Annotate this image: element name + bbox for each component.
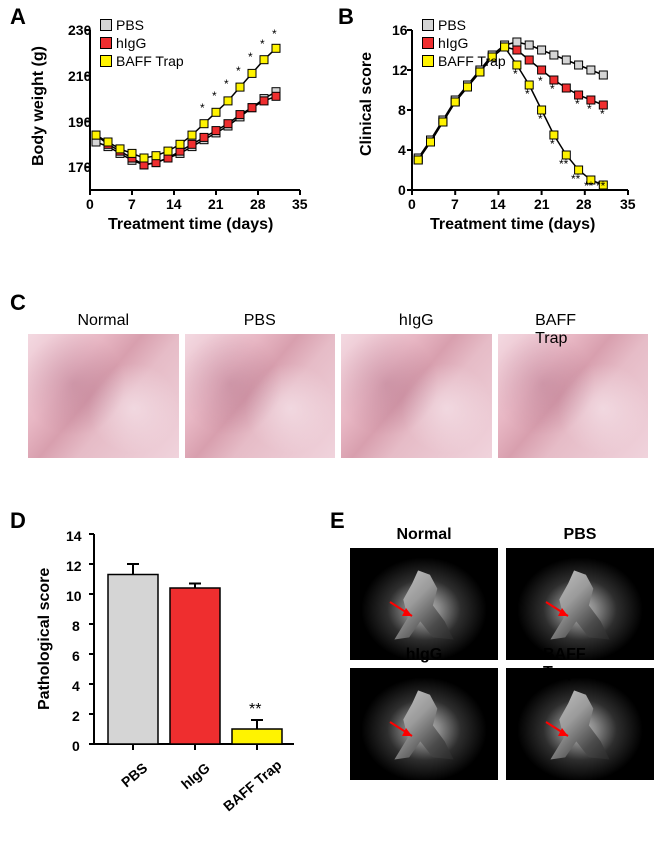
xtick: 28 (250, 196, 266, 212)
ylabel-b: Clinical score (358, 52, 376, 156)
svg-text:*: * (525, 87, 530, 101)
svg-text:**: ** (596, 179, 606, 193)
xlabel-b: Treatment time (days) (430, 216, 595, 234)
legend-label: BAFF Trap (438, 53, 506, 69)
panel-a-chart: ******* 230 210 190 170 0 7 14 21 28 35 … (28, 16, 328, 241)
histology-baff: BAFF Trap (498, 334, 649, 458)
panel-label-d: D (10, 508, 26, 534)
ytick: 190 (68, 114, 91, 130)
svg-text:*: * (513, 67, 518, 81)
svg-text:*: * (212, 89, 217, 103)
svg-text:*: * (600, 107, 605, 121)
ytick: 8 (72, 618, 80, 634)
panel-label-a: A (10, 4, 26, 30)
xtick: 7 (128, 196, 136, 212)
ytick: 10 (66, 588, 82, 604)
microct-higg: hIgG (350, 668, 498, 780)
svg-text:*: * (260, 37, 265, 51)
microct-label: Normal (396, 526, 451, 544)
xtick: 7 (451, 196, 459, 212)
ytick: 4 (72, 678, 80, 694)
svg-text:*: * (550, 137, 555, 151)
legend-b: PBS hIgG BAFF Trap (422, 16, 506, 70)
xtick: 35 (292, 196, 308, 212)
panel-d-chart: ** 0 2 4 6 8 10 12 14 Pathological score… (28, 520, 328, 830)
svg-text:*: * (538, 112, 543, 126)
svg-text:*: * (575, 97, 580, 111)
xtick: 0 (408, 196, 416, 212)
svg-text:*: * (587, 102, 592, 116)
ytick: 0 (72, 738, 80, 754)
legend-label: PBS (438, 17, 466, 33)
ytick: 170 (68, 159, 91, 175)
svg-text:*: * (538, 74, 543, 88)
ytick: 6 (72, 648, 80, 664)
xtick: 35 (620, 196, 636, 212)
svg-text:*: * (236, 64, 241, 78)
xtick: 28 (576, 196, 592, 212)
ytick: 230 (68, 22, 91, 38)
ytick: 8 (398, 102, 406, 118)
histology-label: BAFF Trap (535, 312, 610, 348)
ytick: 2 (72, 708, 80, 724)
xtick: 21 (534, 196, 550, 212)
legend-a: PBS hIgG BAFF Trap (100, 16, 184, 70)
panel-label-c: C (10, 290, 26, 316)
legend-label: hIgG (116, 35, 146, 51)
microct-pbs: PBS (506, 548, 654, 660)
ylabel-d: Pathological score (36, 568, 54, 710)
legend-label: BAFF Trap (116, 53, 184, 69)
svg-text:*: * (550, 82, 555, 96)
svg-text:*: * (272, 27, 277, 41)
legend-label: PBS (116, 17, 144, 33)
ytick: 0 (398, 182, 406, 198)
svg-text:**: ** (571, 172, 581, 186)
histology-label: PBS (244, 312, 276, 330)
histology-higg: hIgG (341, 334, 492, 458)
ytick: 210 (68, 68, 91, 84)
panel-label-e: E (330, 508, 345, 534)
svg-text:*: * (224, 77, 229, 91)
microct-label: BAFF Trap (543, 646, 617, 682)
panel-c-row: Normal PBS hIgG BAFF Trap (28, 334, 648, 458)
microct-label: hIgG (406, 646, 442, 664)
microct-normal: Normal (350, 548, 498, 660)
xtick: 14 (490, 196, 506, 212)
panel-e-grid: Normal PBS hIgG BAFF Trap (350, 548, 654, 780)
ytick: 12 (392, 62, 408, 78)
svg-text:*: * (248, 50, 253, 64)
histology-label: Normal (77, 312, 129, 330)
xtick: 21 (208, 196, 224, 212)
histology-pbs: PBS (185, 334, 336, 458)
svg-text:**: ** (584, 179, 594, 193)
panel-label-b: B (338, 4, 354, 30)
ytick: 12 (66, 558, 82, 574)
ylabel-a: Body weight (g) (30, 46, 48, 166)
svg-text:**: ** (559, 157, 569, 171)
histology-label: hIgG (399, 312, 434, 330)
svg-text:**: ** (249, 701, 261, 718)
ytick: 14 (66, 528, 82, 544)
legend-label: hIgG (438, 35, 468, 51)
panel-b-chart: **** ******** ***** 16 12 8 4 0 0 7 14 2… (356, 16, 656, 241)
histology-normal: Normal (28, 334, 179, 458)
xtick: 0 (86, 196, 94, 212)
microct-baff: BAFF Trap (506, 668, 654, 780)
svg-text:*: * (200, 101, 205, 115)
xtick: 14 (166, 196, 182, 212)
ytick: 16 (392, 22, 408, 38)
microct-label: PBS (564, 526, 597, 544)
ytick: 4 (398, 142, 406, 158)
xlabel-a: Treatment time (days) (108, 216, 273, 234)
